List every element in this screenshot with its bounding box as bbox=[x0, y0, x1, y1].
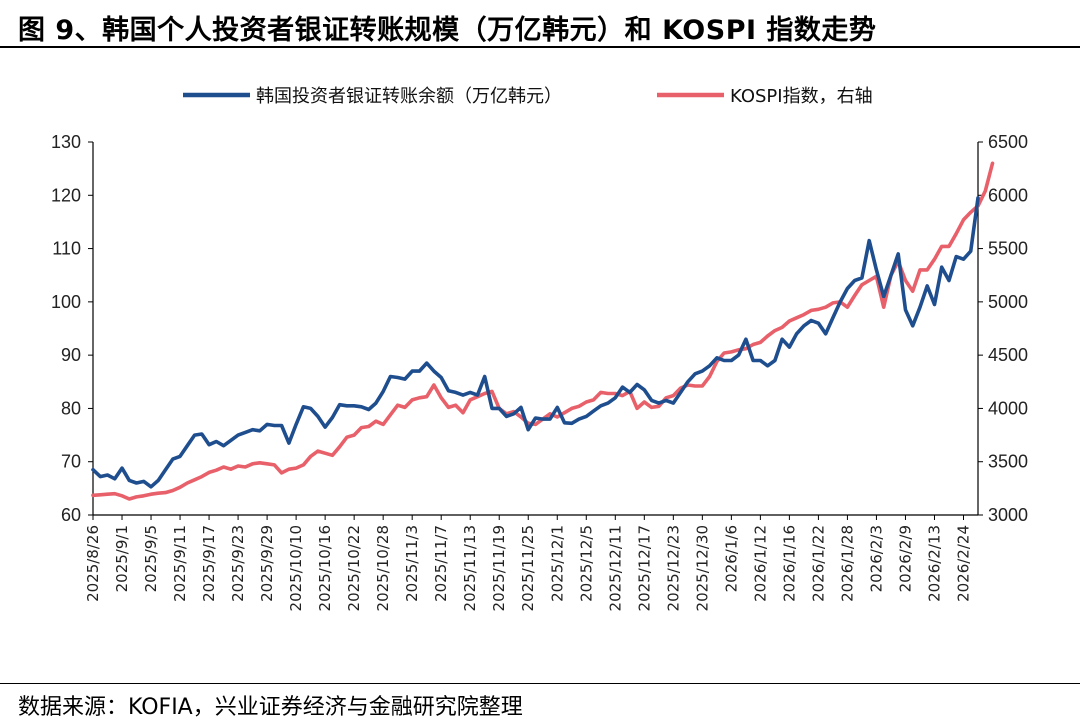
left-axis-tick-label: 60 bbox=[61, 505, 81, 525]
x-axis-tick-label: 2025/12/30 bbox=[693, 525, 711, 611]
x-axis-tick-label: 2025/12/5 bbox=[577, 525, 595, 602]
left-axis-tick-label: 100 bbox=[51, 292, 81, 312]
x-axis-tick-label: 2025/11/7 bbox=[432, 525, 450, 602]
x-axis-tick-label: 2025/9/11 bbox=[171, 525, 189, 602]
legend-label-kospi: KOSPI指数，右轴 bbox=[730, 86, 873, 107]
right-axis-tick-label: 6000 bbox=[988, 185, 1028, 205]
left-axis-tick-label: 90 bbox=[61, 345, 81, 365]
x-axis-tick-label: 2025/11/13 bbox=[461, 525, 479, 611]
right-axis-tick-label: 4500 bbox=[988, 345, 1028, 365]
x-axis-tick-label: 2025/9/17 bbox=[200, 525, 218, 602]
series-layer bbox=[91, 161, 995, 501]
legend-label-deposits: 韩国投资者银证转账余额（万亿韩元） bbox=[256, 86, 562, 107]
x-axis-tick-label: 2025/12/17 bbox=[635, 525, 653, 611]
right-axis-tick-label: 5000 bbox=[988, 292, 1028, 312]
x-axis-tick-label: 2026/1/12 bbox=[751, 525, 769, 602]
x-axis-tick-label: 2025/10/16 bbox=[316, 525, 334, 611]
left-axis-tick-label: 120 bbox=[51, 185, 81, 205]
x-axis-tick-label: 2026/1/22 bbox=[809, 525, 827, 602]
x-axis-tick-label: 2026/1/16 bbox=[780, 525, 798, 602]
x-axis-tick-label: 2025/11/25 bbox=[519, 525, 537, 611]
line-chart: 韩国投资者银证转账余额（万亿韩元） KOSPI指数，右轴 60 70 80 90 100… bbox=[51, 86, 1028, 611]
x-axis-tick-label: 2026/2/3 bbox=[867, 525, 885, 592]
footer-divider bbox=[0, 683, 1080, 684]
x-axis-tick-label: 2025/12/23 bbox=[664, 525, 682, 611]
x-axis-tick-label: 2026/1/6 bbox=[722, 525, 740, 592]
left-axis-tick-label: 130 bbox=[51, 132, 81, 152]
x-axis-tick-label: 2026/2/24 bbox=[954, 525, 972, 602]
series-line-deposits bbox=[91, 196, 980, 489]
source-note: 数据来源：KOFIA，兴业证券经济与金融研究院整理 bbox=[18, 695, 523, 720]
x-axis-tick-label: 2025/12/1 bbox=[548, 525, 566, 602]
right-axis-tick-label: 5500 bbox=[988, 239, 1028, 259]
x-axis-tick-label: 2025/11/19 bbox=[490, 525, 508, 611]
left-axis-tick-label: 80 bbox=[61, 398, 81, 418]
right-axis-tick-label: 3500 bbox=[988, 452, 1028, 472]
right-axis-tick-label: 6500 bbox=[988, 132, 1028, 152]
x-axis-tick-label: 2026/2/13 bbox=[925, 525, 943, 602]
right-axis-tick-label: 3000 bbox=[988, 505, 1028, 525]
right-axis-tick-label: 4000 bbox=[988, 398, 1028, 418]
x-axis-tick-label: 2026/2/9 bbox=[896, 525, 914, 592]
x-axis-tick-label: 2025/10/10 bbox=[287, 525, 305, 611]
x-axis-tick-label: 2025/8/26 bbox=[84, 525, 102, 602]
left-axis-tick-label: 70 bbox=[61, 452, 81, 472]
x-axis-tick-label: 2025/12/11 bbox=[606, 525, 624, 611]
x-axis-tick-label: 2025/9/29 bbox=[258, 525, 276, 602]
x-axis-tick-label: 2025/9/1 bbox=[113, 525, 131, 592]
title-divider bbox=[0, 46, 1080, 48]
x-axis-tick-label: 2025/9/5 bbox=[142, 525, 160, 592]
series-line-kospi bbox=[91, 161, 995, 501]
left-axis-tick-label: 110 bbox=[52, 239, 81, 259]
legend: 韩国投资者银证转账余额（万亿韩元） KOSPI指数，右轴 bbox=[183, 86, 873, 107]
x-axis-tick-label: 2025/10/28 bbox=[374, 525, 392, 611]
x-axis-tick-label: 2025/9/23 bbox=[229, 525, 247, 602]
x-axis-tick-label: 2026/1/28 bbox=[838, 525, 856, 602]
chart-title: 图 9、韩国个人投资者银证转账规模（万亿韩元）和 KOSPI 指数走势 bbox=[18, 15, 877, 46]
x-axis-tick-label: 2025/10/22 bbox=[345, 525, 363, 611]
x-axis-tick-label: 2025/11/3 bbox=[403, 525, 421, 602]
axes: 60 70 80 90 100 110 120 130 3000 3500 4000 4500 5000… bbox=[51, 132, 1028, 611]
